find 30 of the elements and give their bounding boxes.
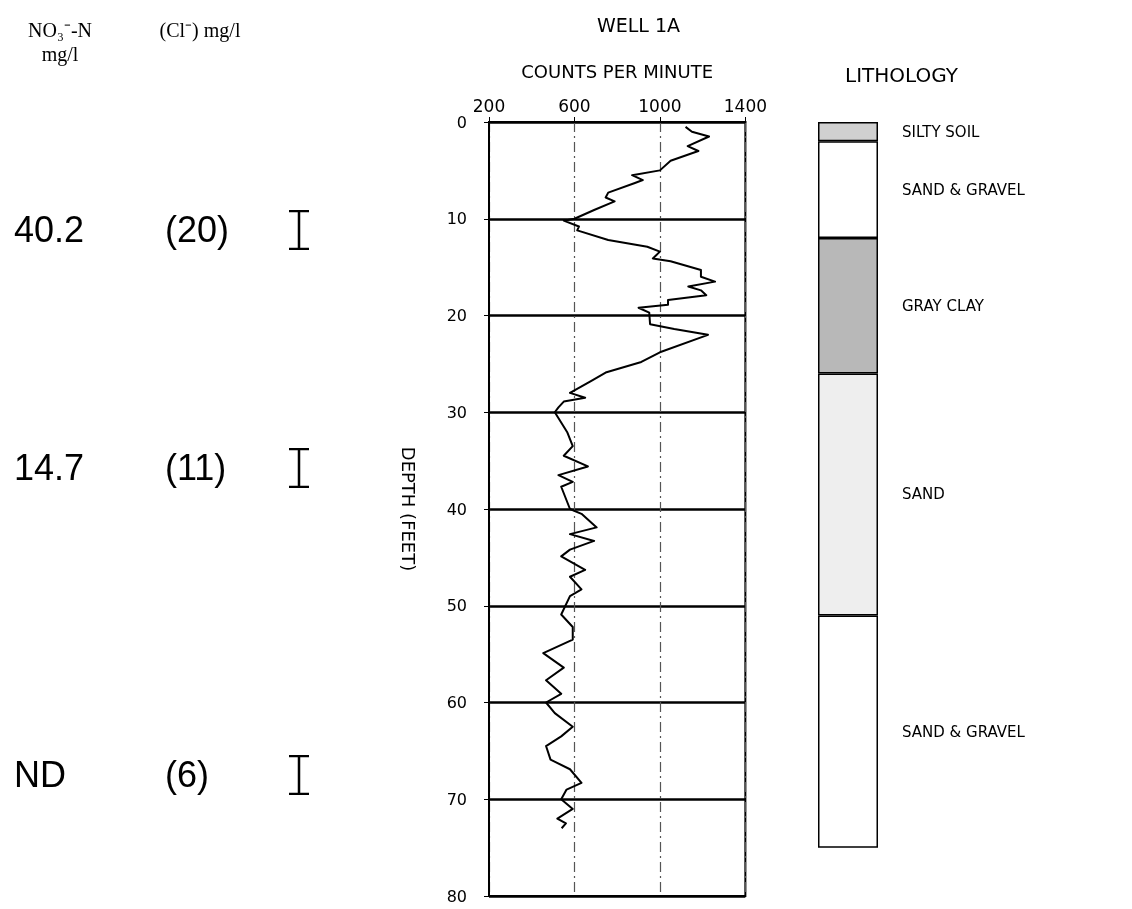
- x-tick-label: 600: [558, 95, 591, 116]
- text: (Cl⁻) mg/l: [158, 18, 242, 42]
- text: (6): [165, 754, 209, 796]
- text: (20): [165, 209, 230, 251]
- x-axis-title: COUNTS PER MINUTE: [521, 60, 714, 82]
- x-tick-label: 1000: [638, 95, 682, 116]
- series-label: GRAY CLAY: [902, 296, 985, 315]
- text: 14.7: [14, 447, 85, 489]
- x-tick-label: 1400: [723, 95, 767, 116]
- y-tick-label: 80: [446, 886, 467, 906]
- chart-title: LITHOLOGY: [845, 63, 959, 87]
- y-tick-label: 50: [446, 596, 467, 616]
- y-tick-label: 70: [446, 789, 467, 809]
- y-axis-title: DEPTH (FEET): [397, 446, 419, 572]
- text: NO₃⁻-N mg/l: [27, 18, 93, 66]
- y-tick-label: 20: [446, 306, 467, 325]
- y-tick-label: 40: [446, 499, 467, 519]
- text: ND: [14, 754, 66, 796]
- text: (11): [165, 447, 227, 489]
- series-label: SAND & GRAVEL: [902, 180, 1026, 199]
- y-tick-label: 0: [456, 112, 467, 132]
- text: 40.2: [14, 209, 85, 251]
- y-tick-label: 30: [446, 402, 467, 422]
- y-tick-label: 10: [446, 209, 467, 229]
- series-label: SAND & GRAVEL: [902, 722, 1026, 741]
- y-tick-label: 60: [446, 693, 467, 712]
- series-label: SAND: [902, 485, 945, 504]
- chart-title: WELL 1A: [596, 13, 681, 36]
- series-label: SILTY SOIL: [902, 122, 981, 141]
- x-tick-label: 200: [472, 95, 506, 116]
